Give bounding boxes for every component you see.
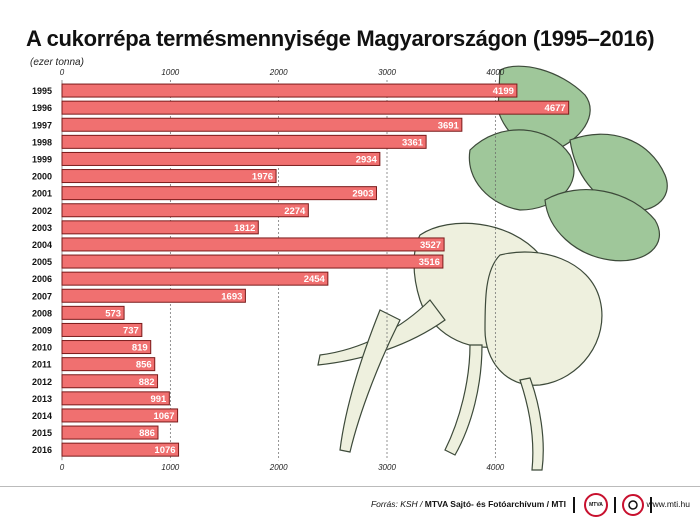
bar — [61, 134, 427, 149]
x-tick-label: 3000 — [378, 463, 396, 472]
value-label: 3516 — [419, 257, 440, 268]
value-label: 1976 — [252, 172, 273, 183]
bar — [61, 322, 143, 337]
bar — [61, 254, 444, 269]
category-label: 2003 — [32, 223, 52, 233]
separator — [573, 497, 575, 513]
bar — [61, 220, 259, 235]
value-label: 991 — [150, 394, 167, 405]
value-label: 1693 — [221, 291, 242, 302]
separator — [614, 497, 616, 513]
category-label: 1997 — [32, 120, 52, 130]
value-label: 882 — [139, 377, 155, 388]
category-label: 2002 — [32, 206, 52, 216]
bar — [61, 442, 180, 457]
bar — [61, 203, 309, 218]
value-label: 737 — [123, 325, 139, 336]
labels-layer: 0 0 1000 1000 2000 2000 3000 3000 4000 4000 1995 41… — [32, 68, 566, 472]
category-label: 2008 — [32, 308, 52, 318]
x-tick-label: 1000 — [161, 463, 179, 472]
x-tick-label: 2000 — [269, 463, 288, 472]
bar — [61, 305, 125, 320]
category-label: 2010 — [32, 343, 52, 353]
category-label: 2012 — [32, 377, 52, 387]
footer: Forrás: KSH / MTVA Sajtó- és Fotóarchívu… — [0, 486, 700, 525]
category-label: 1999 — [32, 154, 52, 164]
chart-title: A cukorrépa termésmennyisége Magyarorszá… — [26, 26, 655, 51]
bar — [61, 237, 445, 252]
category-label: 2000 — [32, 172, 52, 182]
bar — [61, 271, 329, 286]
mtva-logo-icon: MTVA — [584, 493, 608, 517]
category-label: 2011 — [32, 360, 52, 370]
category-label: 2006 — [32, 274, 52, 284]
source-org: MTVA Sajtó- és Fotóarchívum / MTI — [424, 499, 566, 509]
bar — [61, 425, 159, 440]
bar — [61, 288, 246, 303]
value-label: 2934 — [356, 154, 378, 165]
value-label: 3527 — [420, 240, 441, 251]
x-tick-label: 4000 — [486, 68, 504, 77]
category-label: 2007 — [32, 291, 52, 301]
value-label: 819 — [132, 343, 148, 354]
bar — [61, 117, 463, 132]
category-label: 1996 — [32, 103, 52, 113]
bar — [61, 408, 179, 423]
category-label: 2001 — [32, 189, 52, 199]
value-label: 886 — [139, 428, 155, 439]
value-label: 856 — [136, 360, 152, 371]
bar — [61, 374, 159, 389]
value-label: 1067 — [153, 411, 174, 422]
bar — [61, 169, 277, 184]
value-label: 2903 — [352, 189, 373, 200]
mti-logo-icon — [622, 494, 644, 516]
bar — [61, 340, 152, 355]
bar — [61, 186, 377, 201]
value-label: 2274 — [284, 206, 306, 217]
value-label: 4677 — [545, 103, 566, 114]
value-label: 4199 — [493, 86, 514, 97]
x-tick-label: 2000 — [269, 68, 288, 77]
category-label: 2009 — [32, 325, 52, 335]
category-label: 2005 — [32, 257, 52, 267]
category-label: 2015 — [32, 428, 52, 438]
category-label: 2004 — [32, 240, 52, 250]
x-tick-label: 0 — [60, 463, 65, 472]
website-link[interactable]: www.mti.hu — [646, 499, 690, 509]
value-label: 3691 — [438, 120, 460, 131]
value-label: 2454 — [304, 274, 326, 285]
category-label: 2014 — [32, 411, 52, 421]
value-label: 1076 — [154, 445, 175, 456]
category-label: 2016 — [32, 445, 52, 455]
x-tick-label: 4000 — [486, 463, 504, 472]
category-label: 1995 — [32, 86, 52, 96]
source-lead: Forrás: KSH / — [370, 499, 425, 509]
x-tick-label: 3000 — [378, 68, 396, 77]
separator — [650, 497, 652, 513]
bars-layer — [61, 83, 570, 457]
mtva-logo-text: MTVA — [589, 502, 603, 508]
category-label: 2013 — [32, 394, 52, 404]
value-label: 3361 — [402, 137, 424, 148]
bar — [61, 83, 518, 98]
bar — [61, 391, 170, 406]
value-label: 573 — [105, 308, 121, 319]
x-tick-label: 1000 — [161, 68, 179, 77]
x-tick-label: 0 — [60, 68, 65, 77]
unit-label: (ezer tonna) — [30, 57, 84, 68]
bar — [61, 100, 570, 115]
value-label: 1812 — [234, 223, 255, 234]
source-credit: Forrás: KSH / MTVA Sajtó- és Fotóarchívu… — [371, 499, 566, 509]
bar — [61, 357, 156, 372]
category-label: 1998 — [32, 137, 52, 147]
bar — [61, 151, 381, 166]
